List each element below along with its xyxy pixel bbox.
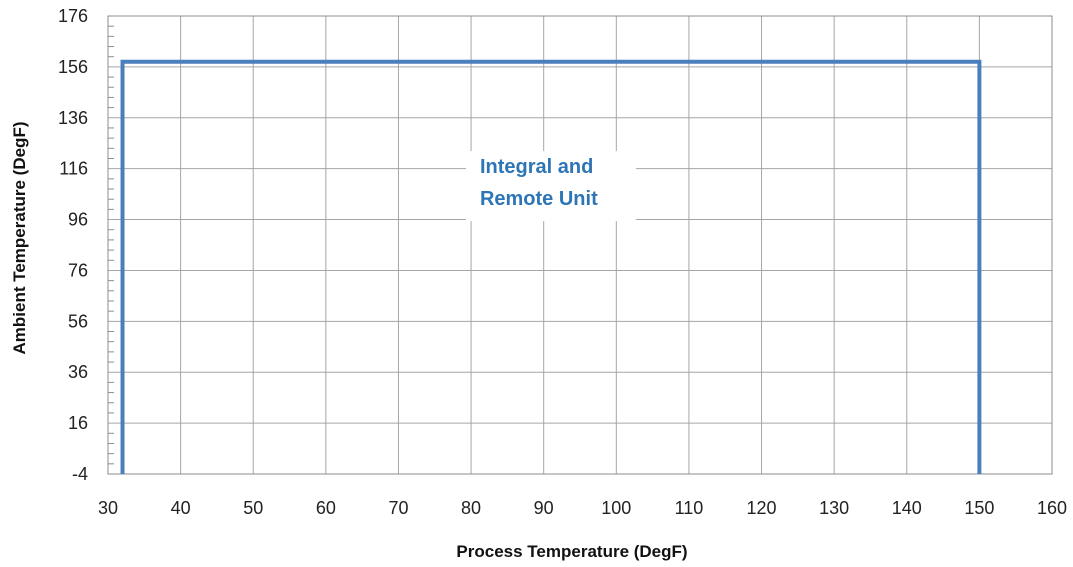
y-axis-tick-labels: -4 16 36 56 76 96 116 136 156 176 (58, 6, 88, 484)
y-axis-minor-ticks (108, 25, 114, 465)
y-tick-label: 56 (68, 311, 88, 331)
annotation-layer: Integral and Remote Unit (465, 151, 636, 222)
x-tick-label: 30 (98, 498, 118, 518)
y-tick-label: 76 (68, 260, 88, 280)
x-tick-label: 70 (388, 498, 408, 518)
annotation-background (465, 151, 636, 222)
x-axis-title: Process Temperature (DegF) (456, 542, 687, 561)
gridlines (107, 15, 1053, 475)
x-axis-tick-labels: 30 40 50 60 70 80 90 100 110 120 130 140 150 160 (98, 498, 1067, 518)
x-tick-label: 150 (964, 498, 994, 518)
x-tick-label: 50 (243, 498, 263, 518)
y-tick-label: 136 (58, 108, 88, 128)
x-tick-label: 60 (316, 498, 336, 518)
y-tick-label: 36 (68, 362, 88, 382)
y-tick-label: 156 (58, 57, 88, 77)
y-tick-label: -4 (72, 464, 88, 484)
x-tick-label: 130 (819, 498, 849, 518)
annotation-text: Integral and (480, 156, 593, 178)
x-tick-label: 160 (1037, 498, 1067, 518)
x-tick-label: 90 (534, 498, 554, 518)
x-tick-label: 110 (675, 498, 704, 518)
annotation-text: Remote Unit (480, 188, 598, 210)
x-tick-label: 120 (747, 498, 777, 518)
x-tick-label: 100 (601, 498, 631, 518)
x-tick-label: 40 (171, 498, 191, 518)
y-axis-title: Ambient Temperature (DegF) (10, 122, 29, 355)
y-tick-label: 116 (59, 159, 88, 179)
envelope-line (120, 59, 982, 474)
plot-border (107, 15, 1053, 475)
y-tick-label: 176 (58, 6, 88, 26)
x-tick-label: 80 (461, 498, 481, 518)
x-tick-label: 140 (892, 498, 922, 518)
y-tick-label: 16 (68, 413, 88, 433)
series-layer (120, 59, 982, 474)
y-tick-label: 96 (68, 210, 88, 230)
